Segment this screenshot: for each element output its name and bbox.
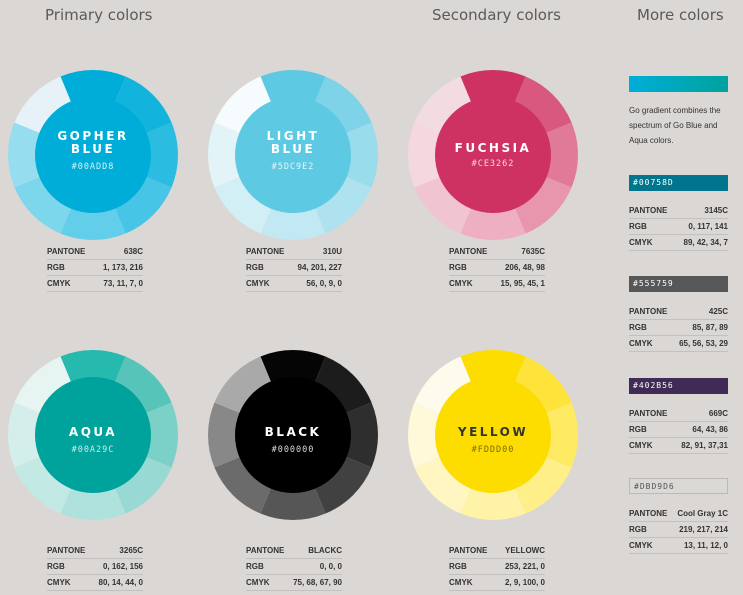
wheel-center: [35, 377, 151, 493]
gopher-blue-specs: PANTONE 638C RGB 1, 173, 216 CMYK 73, 11, 7…: [47, 244, 143, 292]
pantone-row: PANTONE YELLOWC: [449, 543, 545, 559]
swatch-402b56: #402B56 PANTONE 669C RGB 64, 43, 86 CMYK 82…: [629, 378, 728, 454]
hex-code: #00A29C: [71, 445, 115, 455]
swatch-hex-bar: #402B56: [629, 378, 728, 394]
wheel-center: [235, 97, 351, 213]
secondary-colors-heading: Secondary colors: [432, 6, 561, 24]
rgb-row: RGB 0, 0, 0: [246, 559, 342, 575]
wheel-center: [35, 97, 151, 213]
more-colors-heading: More colors: [637, 6, 724, 24]
black-wheel: BLACK #000000: [207, 349, 379, 521]
pantone-row: PANTONE 3145C: [629, 203, 728, 219]
pantone-row: PANTONE BLACKC: [246, 543, 342, 559]
rgb-row: RGB 0, 117, 141: [629, 219, 728, 235]
rgb-row: RGB 1, 173, 216: [47, 260, 143, 276]
pantone-row: PANTONE 7635C: [449, 244, 545, 260]
hex-code: #5DC9E2: [271, 162, 315, 172]
aqua-ring: [8, 350, 178, 520]
light-blue-ring: [208, 70, 378, 240]
light-blue-specs: PANTONE 310U RGB 94, 201, 227 CMYK 56, 0, 9…: [246, 244, 342, 292]
black-ring: [208, 350, 378, 520]
hex-code: #CE3262: [471, 159, 515, 169]
color-name: GOPHER BLUE: [57, 129, 129, 156]
swatch-specs: PANTONE 425C RGB 85, 87, 89 CMYK 65, 56, 53…: [629, 304, 728, 352]
cmyk-row: CMYK 75, 68, 67, 90: [246, 575, 342, 591]
pantone-row: PANTONE 310U: [246, 244, 342, 260]
cmyk-row: CMYK 65, 56, 53, 29: [629, 336, 728, 352]
aqua-specs: PANTONE 3265C RGB 0, 162, 156 CMYK 80, 14, …: [47, 543, 143, 591]
color-name: AQUA: [68, 425, 118, 439]
aqua-wheel: AQUA #00A29C: [7, 349, 179, 521]
gradient-note: Go gradient combines the spectrum of Go …: [629, 106, 721, 145]
rgb-row: RGB 94, 201, 227: [246, 260, 342, 276]
color-name: BLACK: [264, 425, 322, 439]
swatch-specs: PANTONE Cool Gray 1C RGB 219, 217, 214 CMY…: [629, 506, 728, 554]
rgb-row: RGB 85, 87, 89: [629, 320, 728, 336]
cmyk-row: CMYK 80, 14, 44, 0: [47, 575, 143, 591]
wheel-center: [435, 377, 551, 493]
swatch-specs: PANTONE 669C RGB 64, 43, 86 CMYK 82, 91, 37…: [629, 406, 728, 454]
hex-code: #000000: [271, 445, 315, 455]
go-gradient-swatch: [629, 76, 728, 92]
gopher-blue-ring: [8, 70, 178, 240]
cmyk-row: CMYK 73, 11, 7, 0: [47, 276, 143, 292]
swatch-dbd9d6: #DBD9D6 PANTONE Cool Gray 1C RGB 219, 217,…: [629, 478, 728, 554]
black-specs: PANTONE BLACKC RGB 0, 0, 0 CMYK 75, 68, 67,…: [246, 543, 342, 591]
swatch-specs: PANTONE 3145C RGB 0, 117, 141 CMYK 89, 42, …: [629, 203, 728, 251]
rgb-row: RGB 219, 217, 214: [629, 522, 728, 538]
fuchsia-wheel: FUCHSIA #CE3262: [407, 69, 579, 241]
cmyk-row: CMYK 2, 9, 100, 0: [449, 575, 545, 591]
yellow-specs: PANTONE YELLOWC RGB 253, 221, 0 CMYK 2, 9, …: [449, 543, 545, 591]
swatch-hex-bar: #DBD9D6: [629, 478, 728, 494]
swatch-hex-bar: #555759: [629, 276, 728, 292]
light-blue-wheel: LIGHT BLUE #5DC9E2: [207, 69, 379, 241]
wheel-center: [235, 377, 351, 493]
swatch-555759: #555759 PANTONE 425C RGB 85, 87, 89 CMYK 65…: [629, 276, 728, 352]
rgb-row: RGB 0, 162, 156: [47, 559, 143, 575]
cmyk-row: CMYK 89, 42, 34, 7: [629, 235, 728, 251]
cmyk-row: CMYK 13, 11, 12, 0: [629, 538, 728, 554]
gopher-blue-wheel: GOPHER BLUE #00ADD8: [7, 69, 179, 241]
cmyk-row: CMYK 15, 95, 45, 1: [449, 276, 545, 292]
swatch-00758d: #00758D PANTONE 3145C RGB 0, 117, 141 CMYK…: [629, 175, 728, 251]
hex-code: #FDDD00: [471, 445, 515, 455]
color-name: FUCHSIA: [454, 141, 532, 155]
primary-colors-heading: Primary colors: [45, 6, 153, 24]
rgb-row: RGB 206, 48, 98: [449, 260, 545, 276]
rgb-row: RGB 253, 221, 0: [449, 559, 545, 575]
pantone-row: PANTONE 3265C: [47, 543, 143, 559]
pantone-row: PANTONE 638C: [47, 244, 143, 260]
color-name: LIGHT BLUE: [266, 129, 320, 156]
fuchsia-ring: [408, 70, 578, 240]
hex-code: #00ADD8: [71, 162, 115, 172]
pantone-row: PANTONE Cool Gray 1C: [629, 506, 728, 522]
yellow-wheel: YELLOW #FDDD00: [407, 349, 579, 521]
fuchsia-specs: PANTONE 7635C RGB 206, 48, 98 CMYK 15, 95, …: [449, 244, 545, 292]
yellow-ring: [408, 350, 578, 520]
rgb-row: RGB 64, 43, 86: [629, 422, 728, 438]
swatch-hex-bar: #00758D: [629, 175, 728, 191]
color-name: YELLOW: [457, 425, 529, 439]
pantone-row: PANTONE 669C: [629, 406, 728, 422]
cmyk-row: CMYK 82, 91, 37,31: [629, 438, 728, 454]
cmyk-row: CMYK 56, 0, 9, 0: [246, 276, 342, 292]
pantone-row: PANTONE 425C: [629, 304, 728, 320]
wheel-center: [435, 97, 551, 213]
